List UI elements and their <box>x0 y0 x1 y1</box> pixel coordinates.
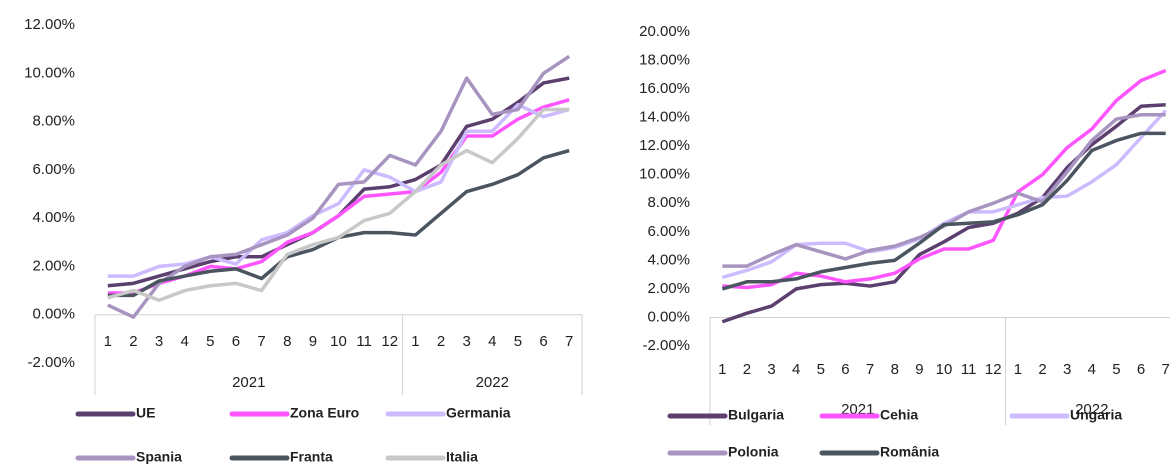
x-tick-label: 12 <box>985 361 1002 378</box>
x-tick-label: 1 <box>411 333 419 350</box>
y-tick-label: 10.00% <box>639 166 690 183</box>
series-line <box>107 107 570 302</box>
x-tick-label: 8 <box>283 333 291 350</box>
x-tick-label: 9 <box>915 361 923 378</box>
series-line <box>107 102 570 278</box>
legend-label: Ungaria <box>1070 407 1122 423</box>
legend-label: România <box>880 444 939 460</box>
y-tick-label: 10.00% <box>24 64 75 81</box>
y-tick-label: 0.00% <box>32 306 75 323</box>
y-tick-label: 4.00% <box>647 251 690 268</box>
y-tick-label: 20.00% <box>639 23 690 40</box>
y-tick-label: 12.00% <box>24 16 75 33</box>
legend-label: Polonia <box>728 444 779 460</box>
chart: -2.00% 0.00% 2.00% 4.00% 6.00% 8.00% 10.00% 12.… <box>24 16 583 464</box>
x-tick-label: 11 <box>961 361 977 378</box>
x-tick-label: 11 <box>356 333 372 350</box>
x-tick-label: 1 <box>104 333 112 350</box>
x-tick-label: 6 <box>232 333 240 350</box>
x-tick-label: 2 <box>1038 361 1046 378</box>
x-tick-label: 9 <box>309 333 317 350</box>
chart: -2.00% 0.00% 2.00% 4.00% 6.00% 8.00% 10.00% 12.… <box>639 23 1170 460</box>
y-tick-label: -2.00% <box>27 354 75 371</box>
legend-label: Bulgaria <box>728 407 784 423</box>
y-tick-label: 6.00% <box>647 223 690 240</box>
legend-label: Italia <box>446 449 478 464</box>
x-tick-label: 3 <box>155 333 163 350</box>
x-tick-label: 7 <box>565 333 573 350</box>
x-tick-label: 1 <box>1014 361 1022 378</box>
y-tick-label: 2.00% <box>647 280 690 297</box>
legend-label: Germania <box>446 405 511 421</box>
y-tick-label: 2.00% <box>32 257 75 274</box>
y-tick-label: 8.00% <box>32 113 75 130</box>
x-tick-label: 2 <box>129 333 137 350</box>
series-line <box>721 103 1166 324</box>
x-tick-label: 5 <box>1112 361 1120 378</box>
x-tick-label: 10 <box>330 333 347 350</box>
series-line <box>722 68 1167 290</box>
x-tick-label: 6 <box>539 333 547 350</box>
x-tick-label: 5 <box>514 333 522 350</box>
y-tick-label: 14.00% <box>639 109 690 126</box>
legend-label: Spania <box>136 449 182 464</box>
x-tick-label: 2 <box>437 333 445 350</box>
x-tick-label: 8 <box>891 361 899 378</box>
legend-label: Zona Euro <box>290 405 359 421</box>
x-tick-label: 4 <box>792 361 800 378</box>
x-tick-label: 5 <box>817 361 825 378</box>
legend-label: Cehia <box>880 407 918 423</box>
x-tick-label: 5 <box>206 333 214 350</box>
x-tick-label: 3 <box>462 333 470 350</box>
y-tick-label: 4.00% <box>32 209 75 226</box>
series-line <box>107 54 571 319</box>
y-tick-label: 18.00% <box>639 52 690 69</box>
x-tick-label: 10 <box>936 361 953 378</box>
x-tick-label: 2 <box>743 361 751 378</box>
x-tick-label: 6 <box>1137 361 1145 378</box>
group-label: 2022 <box>476 374 509 391</box>
y-tick-label: 0.00% <box>647 308 690 325</box>
y-tick-label: 12.00% <box>639 137 690 154</box>
series-line <box>721 131 1166 291</box>
group-label: 2021 <box>232 374 265 391</box>
x-tick-label: 6 <box>841 361 849 378</box>
group-label: 2022 <box>1075 401 1108 418</box>
x-tick-label: 1 <box>718 361 726 378</box>
legend-label: UE <box>136 405 155 421</box>
x-tick-label: 7 <box>257 333 265 350</box>
y-tick-label: 8.00% <box>647 194 690 211</box>
y-tick-label: -2.00% <box>642 337 690 354</box>
x-tick-label: 3 <box>1063 361 1071 378</box>
x-tick-label: 3 <box>767 361 775 378</box>
y-tick-label: 6.00% <box>32 161 75 178</box>
legend-label: Franta <box>290 449 333 464</box>
x-tick-label: 7 <box>866 361 874 378</box>
x-tick-label: 7 <box>1162 361 1170 378</box>
series-line <box>107 148 570 298</box>
x-tick-label: 4 <box>488 333 496 350</box>
x-tick-label: 4 <box>181 333 189 350</box>
x-tick-label: 4 <box>1088 361 1096 378</box>
x-tick-label: 12 <box>381 333 398 350</box>
y-tick-label: 16.00% <box>639 80 690 97</box>
